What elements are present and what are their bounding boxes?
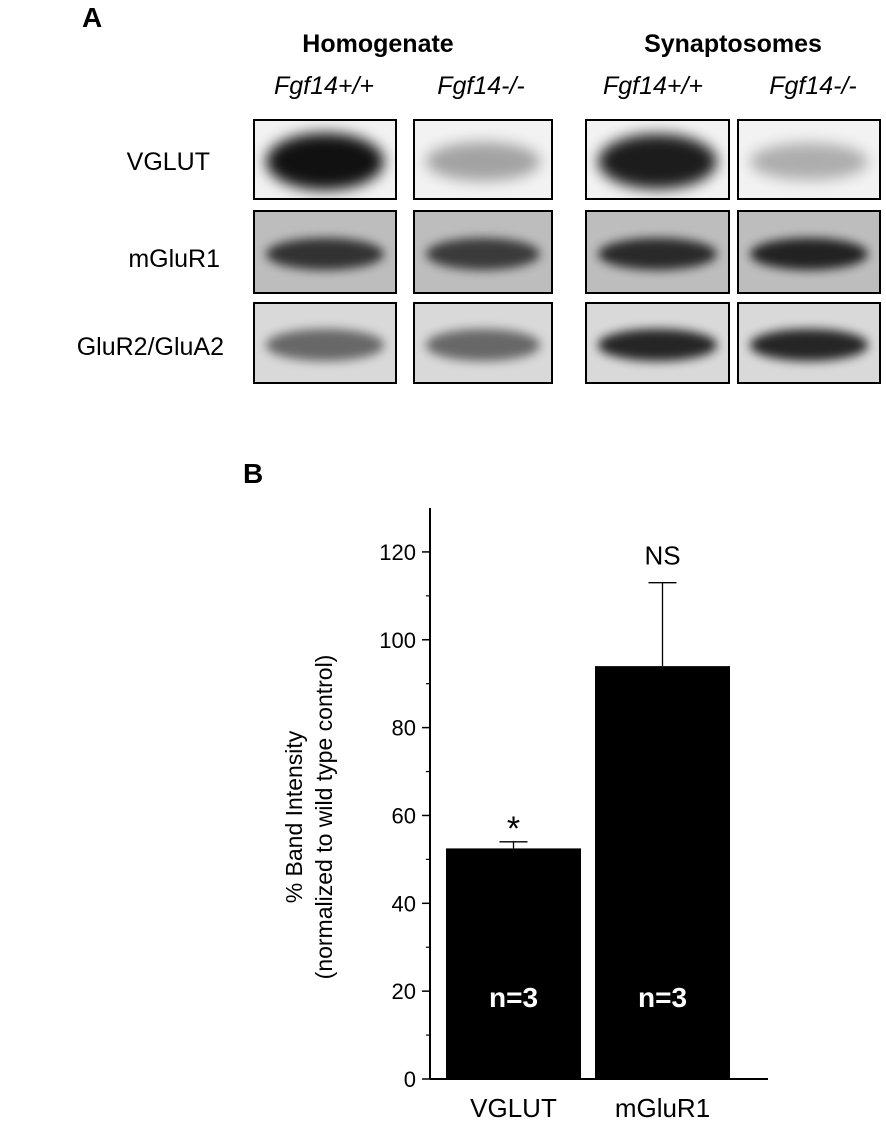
genotype-label: Fgf14-/- xyxy=(437,72,525,100)
blot-band xyxy=(750,143,868,180)
significance-label: NS xyxy=(644,541,680,571)
x-category-label: mGluR1 xyxy=(615,1093,710,1123)
bar-n-label: n=3 xyxy=(638,982,687,1013)
blot-row-label-glur2: GluR2/GluA2 xyxy=(76,333,224,361)
x-category-label: VGLUT xyxy=(470,1093,557,1123)
blot-lane xyxy=(253,210,397,294)
panel-b-letter: B xyxy=(243,458,264,489)
blot-band xyxy=(598,238,717,270)
y-axis-sublabel: (normalized to wild type control) xyxy=(311,655,337,980)
blot-lane xyxy=(737,302,881,384)
blot-lane xyxy=(585,119,730,200)
y-tick-label: 80 xyxy=(392,716,416,741)
y-tick-label: 100 xyxy=(379,628,416,653)
y-tick-label: 60 xyxy=(392,803,416,828)
blot-band xyxy=(750,329,868,361)
blot-band xyxy=(266,329,384,361)
blot-band xyxy=(425,142,541,181)
blot-lane xyxy=(737,119,881,200)
blot-row-label-vglut: VGLUT xyxy=(126,148,210,176)
blot-lane xyxy=(585,302,730,384)
group-header-synaptosomes: Synaptosomes xyxy=(644,30,822,58)
blot-band xyxy=(425,329,541,361)
blot-lane xyxy=(585,210,730,294)
blot-row-label-mglur1: mGluR1 xyxy=(128,245,220,273)
y-tick-label: 20 xyxy=(392,979,416,1004)
bar-mglur1 xyxy=(595,666,730,1079)
y-axis-label: % Band Intensity xyxy=(281,730,307,903)
blot-lane xyxy=(253,302,397,384)
y-tick-label: 120 xyxy=(379,540,416,565)
panel-a-letter: A xyxy=(82,2,103,33)
genotype-label: Fgf14+/+ xyxy=(273,72,375,100)
genotype-label: Fgf14+/+ xyxy=(602,72,704,100)
blot-lane xyxy=(413,302,553,384)
significance-label: * xyxy=(507,810,520,848)
blot-band xyxy=(750,238,868,270)
blot-lane xyxy=(737,210,881,294)
blot-lane xyxy=(413,210,553,294)
blot-band xyxy=(598,133,717,190)
y-tick-label: 0 xyxy=(404,1067,416,1092)
bar-vglut xyxy=(446,848,581,1079)
blot-band xyxy=(266,133,384,190)
blot-lane xyxy=(253,119,397,200)
blot-band xyxy=(425,238,541,270)
y-tick-label: 40 xyxy=(392,891,416,916)
blot-band xyxy=(266,238,384,270)
blot-lane xyxy=(413,119,553,200)
group-header-homogenate: Homogenate xyxy=(302,30,454,58)
genotype-label: Fgf14-/- xyxy=(769,72,857,100)
bar-n-label: n=3 xyxy=(489,982,538,1013)
blot-band xyxy=(598,329,717,361)
